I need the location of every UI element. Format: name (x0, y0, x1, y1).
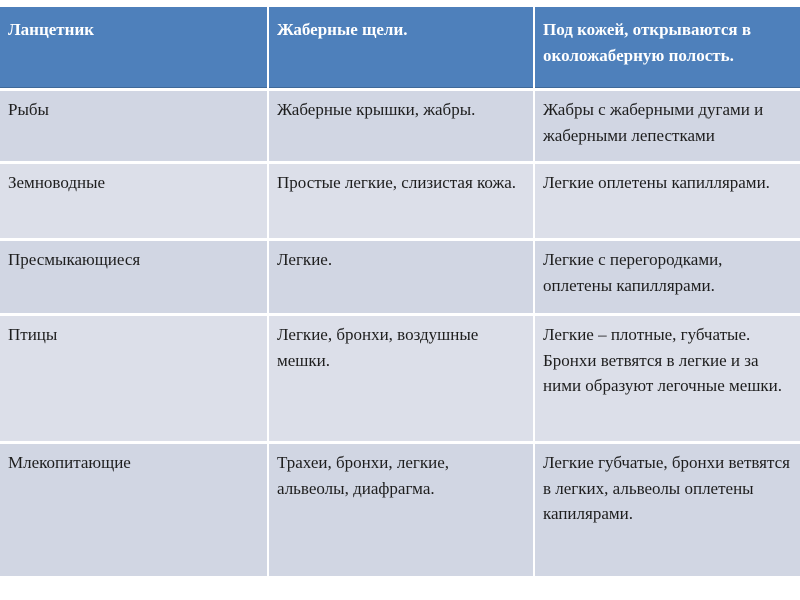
header-cell-organism: Ланцетник (0, 7, 267, 88)
respiration-comparison-table: Ланцетник Жаберные щели. Под кожей, откр… (0, 7, 800, 576)
row-reptiles-organism: Пресмыкающиеся (0, 241, 267, 313)
row-reptiles-organs: Легкие. (269, 241, 533, 313)
header-cell-details: Под кожей, открываются в околожаберную п… (535, 7, 800, 88)
row-amphibians-organism: Земноводные (0, 164, 267, 238)
header-cell-organs: Жаберные щели. (269, 7, 533, 88)
row-reptiles-details: Легкие с перегородками, оплетены капилля… (535, 241, 800, 313)
row-birds-details: Легкие – плотные, губчатые. Бронхи ветвя… (535, 316, 800, 441)
row-amphibians-details: Легкие оплетены капиллярами. (535, 164, 800, 238)
row-fish-organs: Жаберные крышки, жабры. (269, 91, 533, 161)
row-fish-details: Жабры с жаберными дугами и жаберными леп… (535, 91, 800, 161)
row-mammals-details: Легкие губчатые, бронхи ветвятся в легки… (535, 444, 800, 576)
row-mammals-organism: Млекопитающие (0, 444, 267, 576)
row-mammals-organs: Трахеи, бронхи, легкие, альвеолы, диафра… (269, 444, 533, 576)
row-birds-organism: Птицы (0, 316, 267, 441)
row-fish-organism: Рыбы (0, 91, 267, 161)
row-birds-organs: Легкие, бронхи, воздушные мешки. (269, 316, 533, 441)
row-amphibians-organs: Простые легкие, слизистая кожа. (269, 164, 533, 238)
